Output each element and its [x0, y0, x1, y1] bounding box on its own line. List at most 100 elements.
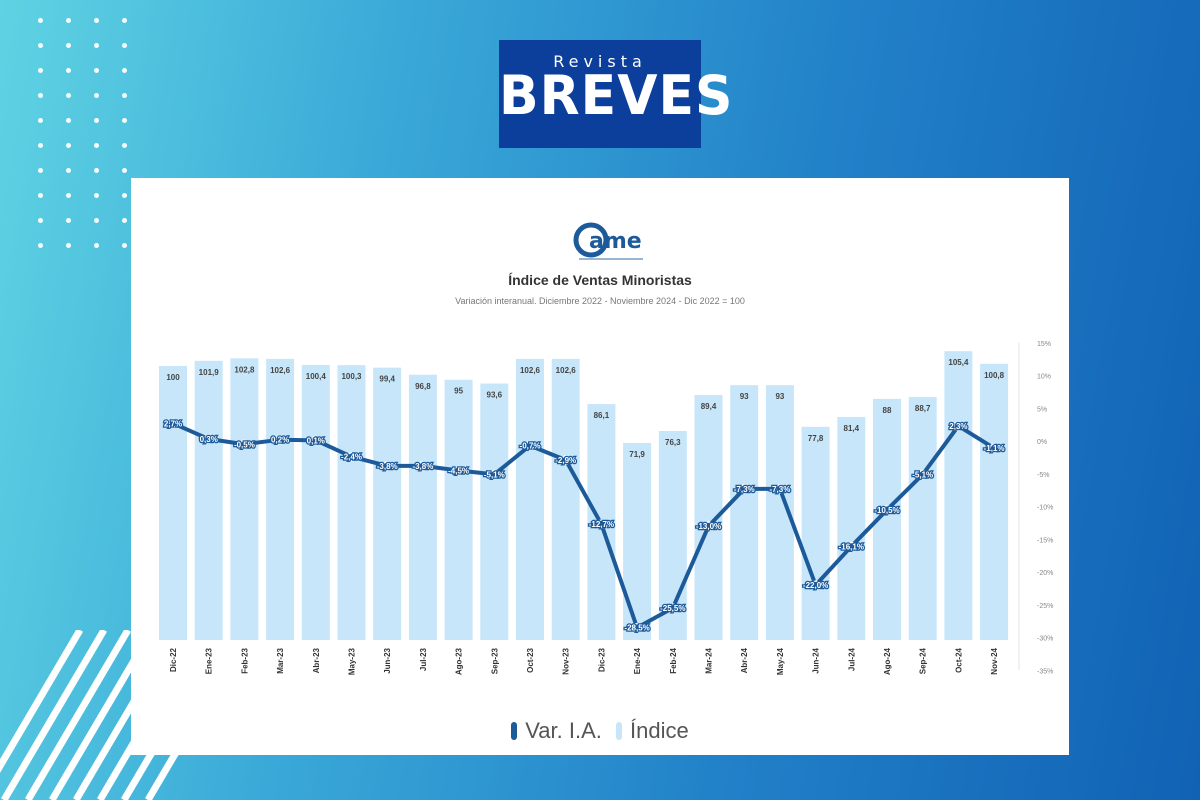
bar-value-label: 95: [454, 387, 463, 396]
x-tick-label: Feb-24: [669, 647, 678, 673]
line-value-label: -2,9%: [555, 456, 576, 465]
x-tick-label: Dic-22: [169, 647, 178, 672]
bar-value-label: 93: [775, 392, 784, 401]
chart-title: Índice de Ventas Minoristas: [508, 272, 692, 288]
decorative-dot: [38, 43, 43, 48]
x-tick-label: Ene-23: [205, 647, 214, 674]
line-value-label: -7,3%: [769, 485, 790, 494]
decorative-dot: [94, 168, 99, 173]
decorative-dot: [38, 68, 43, 73]
decorative-dot: [66, 218, 71, 223]
line-value-label: -12,7%: [589, 520, 614, 529]
line-point: [453, 465, 464, 476]
line-point: [917, 469, 928, 480]
x-tick-label: Sep-24: [919, 647, 928, 674]
decorative-dot: [38, 218, 43, 223]
line-point: [810, 580, 821, 590]
decorative-dot: [94, 218, 99, 223]
x-tick-label: Feb-23: [240, 647, 249, 673]
line-value-label: -4,5%: [448, 466, 469, 475]
decorative-dot: [94, 43, 99, 48]
bar: [266, 358, 295, 640]
decorative-dot: [66, 93, 71, 98]
line-point: [275, 434, 285, 445]
bar-value-label: 102,6: [556, 366, 577, 375]
legend-item-var: Var. I.A.: [511, 718, 602, 744]
decorative-dot: [66, 193, 71, 198]
bar: [480, 383, 509, 640]
x-tick-label: May-23: [348, 647, 357, 675]
x-tick-label: Nov-24: [990, 647, 999, 674]
line-value-label: -25,5%: [660, 604, 685, 613]
line-value-label: -7,3%: [734, 485, 755, 494]
decorative-dot: [94, 93, 99, 98]
legend-swatch-line: [511, 722, 518, 740]
line-value-label: -22,0%: [803, 581, 828, 590]
x-tick-label: Dic-23: [597, 647, 606, 672]
line-point: [775, 484, 785, 494]
bar-value-label: 81,4: [844, 424, 860, 433]
legend-label-indice: Índice: [630, 718, 689, 743]
bar-value-label: 100,4: [306, 372, 327, 381]
y-tick-label: 10%: [1037, 374, 1051, 381]
line-value-label: -3,8%: [412, 462, 433, 471]
bar-value-label: 71,9: [629, 450, 645, 459]
bar: [301, 364, 330, 640]
bar: [159, 366, 187, 640]
bar-value-label: 102,8: [234, 365, 255, 374]
chart-subtitle: Variación interanual. Diciembre 2022 - N…: [455, 296, 745, 306]
decorative-dot: [38, 193, 43, 198]
x-tick-label: Jun-23: [383, 647, 392, 673]
y-tick-label: -5%: [1037, 472, 1049, 479]
x-tick-label: Oct-23: [526, 647, 535, 672]
y-tick-label: -20%: [1037, 570, 1053, 577]
line-point: [489, 469, 500, 480]
line-value-label: -3,8%: [377, 462, 398, 471]
line-point: [311, 435, 321, 446]
line-value-label: -13,0%: [696, 522, 721, 531]
decorative-dot: [94, 118, 99, 123]
decorative-dot: [38, 18, 43, 23]
series-line: [172, 421, 996, 630]
line-point: [560, 455, 571, 465]
line-value-label: -5,1%: [484, 470, 505, 479]
bar-value-label: 99,4: [379, 375, 395, 384]
y-tick-label: -30%: [1037, 636, 1053, 643]
bar-value-label: 100: [166, 373, 180, 382]
x-tick-label: Sep-23: [490, 647, 499, 674]
bar-value-label: 101,9: [199, 368, 220, 377]
decorative-dot: [94, 18, 99, 23]
y-tick-label: 0%: [1037, 439, 1047, 446]
line-point: [632, 622, 642, 633]
x-tick-label: Nov-23: [562, 647, 571, 674]
line-point: [989, 443, 999, 453]
x-tick-label: Ene-24: [633, 647, 642, 674]
decorative-stripe: [144, 738, 180, 800]
bar: [444, 379, 473, 640]
legend-swatch-bar: [616, 722, 623, 740]
line-value-label: 0,3%: [200, 435, 218, 444]
decorative-dot: [122, 243, 127, 248]
bar: [516, 358, 544, 640]
decorative-dot: [122, 68, 127, 73]
bar-value-label: 86,1: [594, 411, 610, 420]
bar-value-label: 89,4: [701, 402, 717, 411]
bar: [944, 351, 973, 640]
line-value-label: -2,4%: [341, 453, 362, 462]
decorative-dot: [122, 18, 127, 23]
retail-sales-chart: 15% 10% 5% 0% -5% -10% -15% -20% -25% -30% -35% 100…: [159, 341, 1053, 675]
x-tick-label: Abr-24: [740, 647, 749, 673]
line-value-label: 0,2%: [271, 436, 289, 445]
y-tick-label: 5%: [1037, 406, 1047, 413]
decorative-stripe: [0, 630, 84, 773]
line-point: [668, 603, 678, 613]
line-point: [596, 519, 607, 529]
line-value-label: -0,7%: [520, 442, 541, 451]
decorative-dot: [122, 143, 127, 148]
decorative-dot: [122, 118, 127, 123]
line-value-label: -28,5%: [624, 624, 649, 633]
decorative-dot: [94, 143, 99, 148]
decorative-dot: [66, 168, 71, 173]
bar-value-label: 93,6: [487, 391, 503, 400]
line-value-label: 2,7%: [164, 419, 182, 428]
